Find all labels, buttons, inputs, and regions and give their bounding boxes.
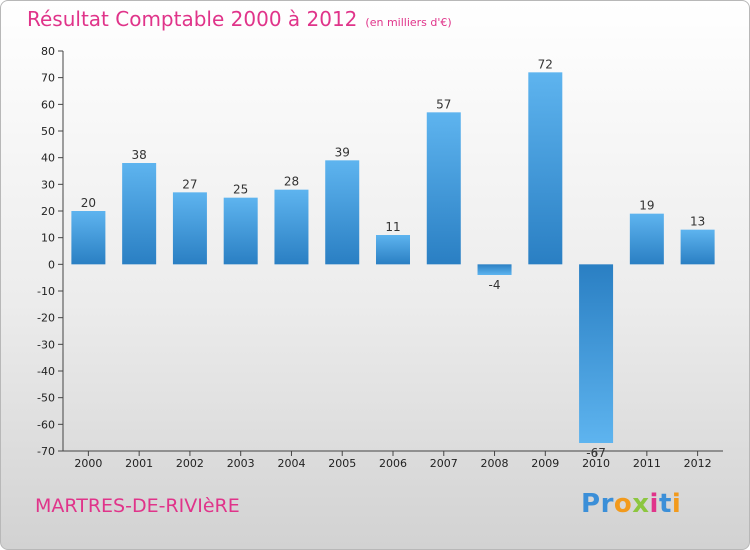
- data-label: 11: [385, 220, 400, 234]
- x-tick-label: 2008: [481, 457, 509, 470]
- bar: [376, 235, 410, 265]
- x-tick-label: 2009: [531, 457, 559, 470]
- data-label: 28: [284, 175, 299, 189]
- y-tick-label: 10: [41, 232, 55, 245]
- data-label: 20: [81, 196, 96, 210]
- x-tick-label: 2004: [277, 457, 305, 470]
- x-tick-label: 2006: [379, 457, 407, 470]
- bar: [274, 189, 309, 265]
- y-tick-label: -70: [37, 445, 55, 458]
- y-tick-label: 20: [41, 205, 55, 218]
- bar: [477, 264, 512, 275]
- chart-data-labels: 20 38 27 25 28 39 11 57 -4 72 -67 19 13: [81, 57, 706, 460]
- data-label: 13: [690, 215, 705, 229]
- y-tick-label: 0: [48, 258, 55, 271]
- y-tick-label: 60: [41, 98, 55, 111]
- data-label: -67: [586, 446, 606, 460]
- y-tick-label: -20: [37, 312, 55, 325]
- commune-name: MARTRES-DE-RIVIèRE: [35, 495, 240, 517]
- y-tick-label: -30: [37, 338, 55, 351]
- data-label: 19: [639, 199, 654, 213]
- bar: [325, 160, 360, 265]
- logo-letter: i: [671, 489, 682, 519]
- x-tick-label: 2003: [227, 457, 255, 470]
- bar: [223, 197, 258, 265]
- chart-axes: 80706050403020100-10-20-30-40-50-60-7020…: [37, 45, 723, 470]
- data-label: 27: [182, 177, 197, 191]
- bar: [680, 229, 715, 265]
- data-label: 25: [233, 183, 248, 197]
- bar: [528, 72, 563, 265]
- logo-letter: x: [632, 489, 650, 519]
- y-tick-label: 40: [41, 152, 55, 165]
- x-tick-label: 2001: [125, 457, 153, 470]
- bar: [579, 264, 614, 443]
- y-tick-label: -50: [37, 392, 55, 405]
- proxiti-logo[interactable]: Proxiti: [581, 489, 681, 519]
- data-label: 38: [132, 148, 147, 162]
- y-tick-label: 80: [41, 45, 55, 58]
- x-tick-label: 2005: [328, 457, 356, 470]
- x-tick-label: 2000: [74, 457, 102, 470]
- chart-subtitle: (en milliers d'€): [365, 16, 452, 29]
- bar: [426, 112, 461, 265]
- data-label: 57: [436, 97, 451, 111]
- y-tick-label: -60: [37, 418, 55, 431]
- data-label: 39: [335, 145, 350, 159]
- x-tick-label: 2010: [582, 457, 610, 470]
- y-tick-label: -10: [37, 285, 55, 298]
- bar: [71, 211, 106, 265]
- y-tick-label: 70: [41, 72, 55, 85]
- logo-letter: o: [613, 489, 633, 519]
- logo-letter: i: [649, 489, 659, 519]
- logo-letter: t: [658, 489, 672, 519]
- bar: [172, 192, 207, 265]
- chart-title-text: Résultat Comptable 2000 à 2012: [27, 7, 358, 31]
- x-tick-label: 2002: [176, 457, 204, 470]
- chart-title: Résultat Comptable 2000 à 2012 (en millie…: [27, 7, 452, 31]
- x-tick-label: 2011: [633, 457, 661, 470]
- chart-bars: [71, 72, 715, 443]
- data-label: 72: [538, 57, 553, 71]
- y-tick-label: 50: [41, 125, 55, 138]
- y-tick-label: -40: [37, 365, 55, 378]
- bar: [629, 213, 664, 265]
- logo-letter: P: [581, 489, 601, 519]
- x-tick-label: 2012: [684, 457, 712, 470]
- bar: [122, 163, 157, 265]
- data-label: -4: [489, 278, 501, 292]
- x-tick-label: 2007: [430, 457, 458, 470]
- y-tick-label: 30: [41, 178, 55, 191]
- logo-letter: r: [600, 489, 614, 519]
